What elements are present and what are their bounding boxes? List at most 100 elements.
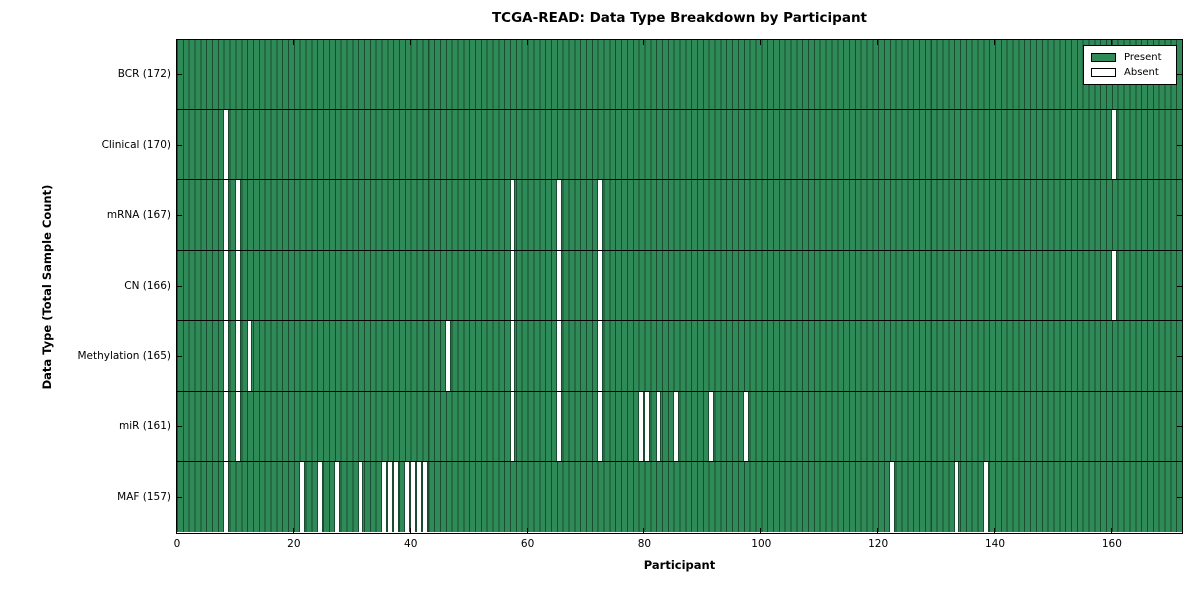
x-tick-mark xyxy=(760,527,762,533)
x-tick-label: 100 xyxy=(751,538,772,550)
chart-title: TCGA-READ: Data Type Breakdown by Partic… xyxy=(491,10,868,26)
absent-cell xyxy=(556,180,563,250)
y-tick-label: MAF (157) xyxy=(117,490,171,503)
absent-cell xyxy=(234,321,241,391)
absent-cell xyxy=(334,462,341,533)
x-tick-mark xyxy=(292,527,294,533)
absent-cell xyxy=(643,391,650,462)
y-tick-mark xyxy=(176,285,182,287)
row-miR xyxy=(176,391,1182,463)
absent-cell xyxy=(1111,109,1118,180)
absent-cell xyxy=(673,391,679,462)
x-tick-mark xyxy=(292,39,294,45)
x-tick-label: 80 xyxy=(637,538,652,550)
x-tick-label: 0 xyxy=(173,538,181,550)
absent-cell xyxy=(597,391,604,462)
absent-cell xyxy=(386,462,393,533)
legend-entry-present: Present xyxy=(1084,50,1176,65)
absent-cell xyxy=(509,250,516,321)
x-tick-mark xyxy=(994,527,996,533)
absent-cell xyxy=(234,180,241,250)
absent-cell xyxy=(316,462,323,533)
row-Methylation xyxy=(176,321,1182,392)
x-tick-mark xyxy=(643,527,645,533)
x-tick-label: 120 xyxy=(868,538,889,550)
absent-cell xyxy=(953,462,960,533)
absent-cell xyxy=(597,321,604,391)
absent-cell xyxy=(223,180,230,250)
y-tick-mark xyxy=(1176,74,1182,76)
y-tick-mark xyxy=(1176,355,1182,357)
y-tick-mark xyxy=(176,144,182,146)
absent-cell xyxy=(234,391,241,462)
absent-cell xyxy=(299,462,306,533)
absent-cell xyxy=(655,391,662,462)
row-BCR xyxy=(176,39,1182,110)
absent-cell xyxy=(381,462,387,533)
absent-cell xyxy=(556,321,563,391)
absent-swatch xyxy=(1091,68,1116,77)
x-tick-label: 160 xyxy=(1101,538,1122,550)
x-tick-mark xyxy=(176,527,177,533)
x-axis-label: Participant xyxy=(643,558,716,572)
absent-cell xyxy=(597,180,604,250)
absent-cell xyxy=(223,391,230,462)
absent-cell xyxy=(509,391,516,462)
x-tick-label: 60 xyxy=(520,538,535,550)
x-tick-mark xyxy=(409,39,411,45)
x-tick-mark xyxy=(409,527,411,533)
absent-cell xyxy=(223,462,230,533)
absent-cell xyxy=(743,391,750,462)
y-tick-mark xyxy=(1176,144,1182,146)
y-tick-mark xyxy=(1176,496,1182,498)
y-tick-label: miR (161) xyxy=(118,420,171,433)
y-tick-label: BCR (172) xyxy=(117,68,171,81)
row-Clinical xyxy=(176,109,1182,181)
y-tick-mark xyxy=(1176,285,1182,287)
x-tick-mark xyxy=(643,39,645,45)
y-tick-mark xyxy=(1176,215,1182,217)
x-tick-mark xyxy=(1110,39,1112,45)
absent-cell xyxy=(357,462,364,533)
absent-cell xyxy=(416,462,422,533)
row-CN xyxy=(176,250,1182,322)
absent-cell xyxy=(404,462,411,533)
absent-cell xyxy=(509,180,516,250)
y-tick-mark xyxy=(176,355,182,357)
y-tick-mark xyxy=(176,496,182,498)
absent-cell xyxy=(223,109,230,180)
x-tick-mark xyxy=(877,527,879,533)
absent-cell xyxy=(556,250,563,321)
y-tick-mark xyxy=(1176,426,1182,428)
plot-area xyxy=(175,38,1183,534)
absent-cell xyxy=(392,462,399,533)
legend: Present Absent xyxy=(1083,45,1177,85)
absent-cell xyxy=(597,250,604,321)
absent-cell xyxy=(223,321,230,391)
y-tick-mark xyxy=(176,74,182,76)
absent-cell xyxy=(410,462,417,533)
present-swatch xyxy=(1091,53,1116,62)
x-tick-mark xyxy=(994,39,996,45)
y-tick-mark xyxy=(176,426,182,428)
y-tick-mark xyxy=(176,215,182,217)
x-tick-mark xyxy=(526,39,528,45)
x-tick-mark xyxy=(877,39,879,45)
absent-cell xyxy=(1111,250,1118,321)
row-mRNA xyxy=(176,180,1182,251)
legend-label-absent: Absent xyxy=(1124,67,1159,78)
legend-entry-absent: Absent xyxy=(1084,65,1176,80)
y-tick-label: mRNA (167) xyxy=(106,209,171,222)
absent-cell xyxy=(421,462,428,533)
absent-cell xyxy=(234,250,241,321)
absent-cell xyxy=(638,391,644,462)
absent-cell xyxy=(982,462,989,533)
absent-cell xyxy=(556,391,563,462)
row-MAF xyxy=(176,462,1182,533)
absent-cell xyxy=(223,250,230,321)
absent-cell xyxy=(246,321,253,391)
absent-cell xyxy=(889,462,896,533)
absent-cell xyxy=(445,321,452,391)
x-tick-mark xyxy=(760,39,762,45)
absent-cell xyxy=(509,321,516,391)
